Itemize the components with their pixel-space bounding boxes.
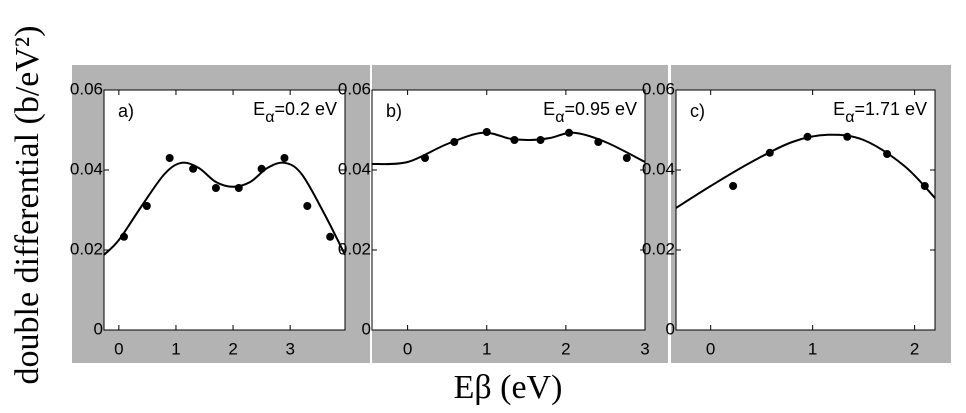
data-point: [883, 150, 892, 158]
x-tick-label: 3: [285, 339, 294, 358]
data-point: [843, 132, 852, 141]
annotation: Eα=0.95 eV: [543, 99, 637, 126]
x-tick-label: 1: [482, 339, 491, 358]
data-point: [565, 128, 574, 137]
data-point: [234, 184, 243, 192]
annotation-symbol: E: [253, 99, 265, 119]
data-point: [142, 202, 151, 210]
annotation-symbol: E: [833, 99, 845, 119]
x-tick-label: 0: [114, 339, 123, 358]
data-point: [536, 136, 545, 144]
panel-label: a): [118, 101, 134, 121]
x-tick-label: 2: [561, 339, 570, 358]
data-point: [119, 232, 128, 241]
y-tick-label: 0.02: [70, 239, 103, 258]
annotation-text: =0.2 eV: [274, 99, 337, 119]
annotation-text: =1.71 eV: [854, 99, 927, 119]
data-point: [280, 154, 289, 162]
data-point: [594, 138, 603, 146]
x-tick-label: 3: [640, 339, 649, 358]
x-tick-label: 1: [171, 339, 180, 358]
data-point: [421, 154, 430, 162]
y-tick-label: 0: [94, 319, 103, 338]
data-point: [257, 164, 266, 173]
y-tick-label: 0.04: [70, 159, 103, 178]
x-tick-label: 2: [910, 339, 919, 358]
theory-curve: [103, 161, 346, 256]
y-tick-label: 0.02: [338, 239, 371, 258]
plot-area: [675, 89, 936, 331]
panel-label: b): [386, 101, 402, 121]
x-tick-label: 0: [403, 339, 412, 358]
y-tick-label: 0.06: [70, 79, 103, 98]
annotation-symbol: E: [543, 99, 555, 119]
plot-area: [371, 89, 646, 331]
annotation-subscript: α: [555, 109, 564, 126]
annotation-subscript: α: [265, 109, 274, 126]
data-point: [211, 184, 220, 192]
y-tick-label: 0.06: [642, 79, 675, 98]
data-point: [303, 202, 312, 210]
data-point: [165, 154, 174, 162]
panel-label: c): [690, 101, 705, 121]
x-tick-label: 2: [228, 339, 237, 358]
annotation-text: =0.95 eV: [564, 99, 637, 119]
data-point: [920, 182, 929, 190]
data-point: [510, 136, 519, 144]
x-tick-label: 0: [706, 339, 715, 358]
x-tick-label: 1: [808, 339, 817, 358]
theory-curve: [371, 131, 646, 166]
x-axis-label: Eβ (eV): [454, 369, 563, 406]
data-point: [326, 232, 335, 241]
y-tick-label: 0.02: [642, 239, 675, 258]
y-tick-label: 0: [666, 319, 675, 338]
annotation: Eα=0.2 eV: [253, 99, 337, 126]
data-point: [482, 128, 491, 136]
data-point: [765, 148, 774, 157]
y-tick-label: 0.04: [642, 159, 675, 178]
y-axis-label: double differential (b/eV²): [9, 26, 46, 385]
annotation: Eα=1.71 eV: [833, 99, 927, 126]
y-tick-label: 0.04: [338, 159, 371, 178]
plot-area: [103, 89, 346, 331]
data-point: [622, 154, 631, 162]
data-point: [803, 132, 812, 141]
annotation-subscript: α: [845, 109, 854, 126]
data-point: [729, 182, 738, 190]
y-tick-label: 0: [362, 319, 371, 338]
data-point: [189, 164, 198, 173]
data-point: [450, 138, 459, 146]
y-tick-label: 0.06: [338, 79, 371, 98]
